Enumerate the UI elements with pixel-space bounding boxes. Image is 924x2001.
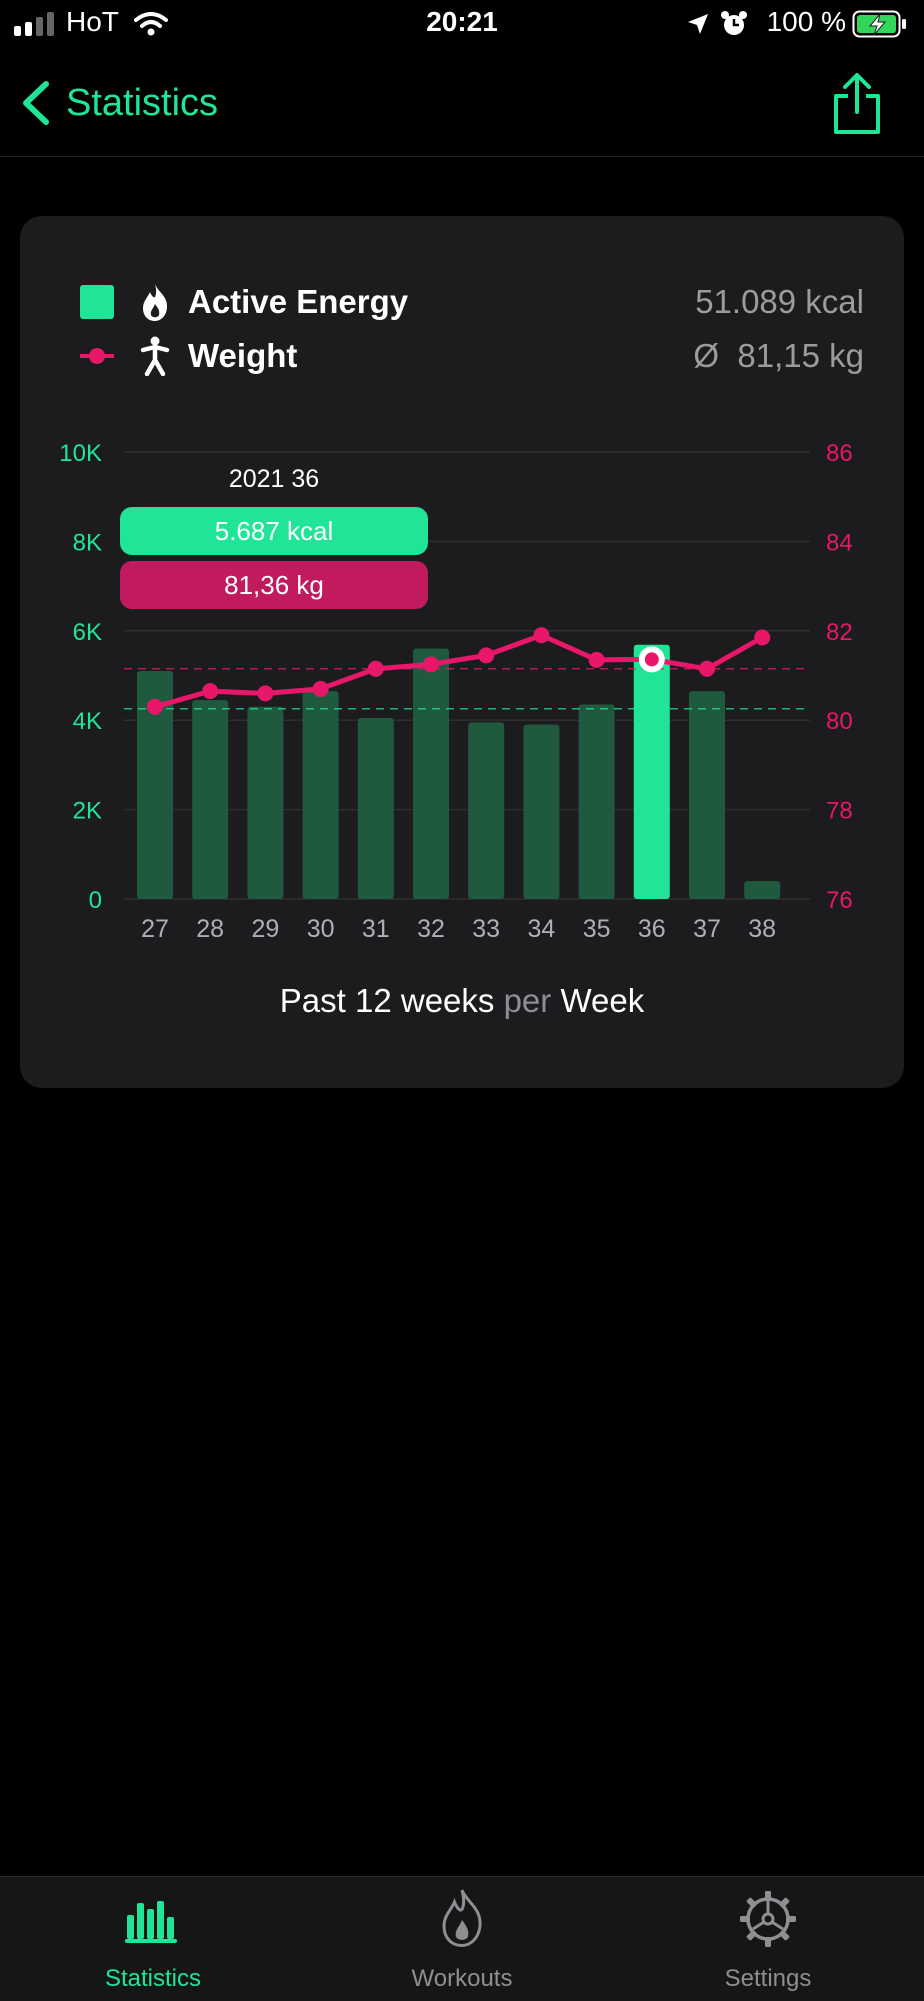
back-button[interactable]: Statistics	[18, 80, 218, 126]
weight-point[interactable]	[588, 651, 605, 668]
weight-line	[154, 632, 764, 710]
weight-point[interactable]	[367, 660, 384, 677]
caption-per: per	[503, 982, 552, 1019]
chart-caption: Past 12 weeks per Week	[20, 982, 904, 1020]
energy-bar[interactable]	[247, 706, 284, 899]
right-axis-tick-label: 80	[826, 708, 853, 735]
tab-bar: Statistics Workouts Settings	[0, 1876, 924, 2001]
gear-icon	[740, 1891, 796, 1947]
weight-point[interactable]	[202, 683, 219, 700]
wifi-icon	[134, 12, 168, 36]
weight-point[interactable]	[257, 685, 274, 702]
energy-bar-selected[interactable]	[633, 644, 670, 899]
tooltip-period: 2021 36	[229, 465, 319, 493]
share-button[interactable]	[830, 72, 884, 141]
combo-chart[interactable]: 0 2K 4K 6K 8K 10K 76 78 80 82 84 86 27 28 29 30 31 32 33 34…	[20, 216, 904, 956]
left-axis-tick-label: 2K	[73, 798, 102, 825]
tab-statistics-label: Statistics	[104, 1965, 202, 1992]
left-axis-tick-label: 4K	[73, 708, 102, 735]
right-axis-tick-label: 82	[826, 619, 853, 646]
active-energy-total: 51.089 kcal	[695, 283, 864, 320]
right-axis-tick-label: 84	[826, 529, 853, 556]
x-axis-tick-label: 35	[583, 915, 611, 943]
caption-range: Past 12 weeks	[279, 982, 495, 1019]
energy-bar[interactable]	[137, 671, 173, 899]
chevron-left-icon	[23, 81, 49, 125]
x-axis-tick-label: 37	[693, 915, 721, 943]
energy-bar[interactable]	[357, 717, 394, 899]
person-icon	[140, 336, 170, 376]
weight-point[interactable]	[533, 627, 550, 644]
tab-statistics[interactable]: Statistics	[53, 1877, 253, 2001]
x-axis-tick-label: 30	[307, 915, 335, 943]
energy-bar[interactable]	[689, 691, 725, 899]
weight-point[interactable]	[312, 680, 329, 697]
tab-workouts-label: Workouts	[411, 1965, 513, 1992]
flame-icon	[442, 1889, 482, 1947]
average-symbol: Ø	[693, 337, 720, 374]
battery-percentage: 100 %	[766, 6, 846, 37]
signal-icon	[14, 12, 54, 36]
x-axis-tick-label: 32	[417, 915, 445, 943]
weight-point[interactable]	[423, 656, 439, 673]
x-axis-tick-label: 36	[638, 915, 666, 943]
alarm-icon	[721, 11, 747, 35]
energy-bar[interactable]	[413, 648, 449, 899]
tab-settings-label: Settings	[724, 1965, 812, 1992]
status-bar: HoT 20:21 100 %	[0, 0, 924, 50]
legend-weight: Weight Ø 81,15 kg	[80, 332, 864, 380]
share-icon	[834, 73, 880, 134]
weight-point[interactable]	[147, 698, 163, 715]
battery-icon	[852, 10, 906, 38]
carrier-name: HoT	[66, 6, 119, 37]
energy-bar[interactable]	[302, 691, 339, 899]
tooltip-energy-value: 5.687 kcal	[215, 516, 334, 546]
x-axis-tick-label: 28	[196, 915, 224, 943]
energy-bar[interactable]	[744, 881, 781, 899]
energy-bar[interactable]	[523, 724, 560, 899]
x-axis-tick-label: 33	[472, 915, 500, 943]
location-icon	[688, 14, 708, 34]
flame-icon	[143, 284, 168, 321]
x-axis-tick-label: 29	[251, 915, 279, 943]
energy-bar[interactable]	[468, 722, 505, 899]
tooltip-weight-pill	[120, 561, 428, 609]
tab-workouts[interactable]: Workouts	[362, 1877, 562, 2001]
weight-label: Weight	[188, 337, 298, 374]
left-axis-tick-label: 10K	[59, 440, 102, 467]
weight-average-value: 81,15 kg	[737, 337, 864, 374]
navigation-bar: Statistics	[0, 60, 924, 157]
x-axis-tick-label: 27	[141, 915, 169, 943]
right-axis-tick-label: 76	[826, 887, 853, 914]
back-button-label: Statistics	[66, 81, 219, 124]
caption-unit[interactable]: Week	[560, 982, 645, 1019]
tooltip-energy-pill	[120, 507, 428, 555]
energy-bar[interactable]	[578, 704, 615, 899]
left-axis-tick-label: 0	[89, 887, 102, 914]
active-energy-label: Active Energy	[188, 283, 409, 320]
weight-average: Ø 81,15 kg	[693, 337, 864, 375]
energy-bar[interactable]	[192, 700, 229, 899]
weight-point[interactable]	[699, 660, 715, 677]
statistics-card: Active Energy 51.089 kcal Weight Ø 81,15…	[20, 216, 904, 1088]
tab-settings[interactable]: Settings	[668, 1877, 868, 2001]
weight-swatch	[80, 348, 114, 364]
x-axis-tick-label: 34	[527, 915, 555, 943]
clock: 20:21	[426, 6, 498, 37]
bar-chart-icon	[125, 1901, 177, 1943]
x-axis-tick-label: 31	[362, 915, 390, 943]
right-axis-tick-label: 86	[826, 440, 853, 467]
x-axis-tick-label: 38	[748, 915, 776, 943]
active-energy-swatch	[80, 285, 114, 319]
right-axis-tick-label: 78	[826, 798, 853, 825]
left-axis-tick-label: 8K	[73, 529, 102, 556]
left-axis-tick-label: 6K	[73, 619, 102, 646]
weight-point-selected[interactable]	[644, 652, 659, 667]
legend-active-energy: Active Energy 51.089 kcal	[80, 278, 864, 326]
tooltip-weight-value: 81,36 kg	[224, 570, 324, 600]
weight-point[interactable]	[754, 629, 771, 646]
weight-point[interactable]	[478, 647, 495, 664]
